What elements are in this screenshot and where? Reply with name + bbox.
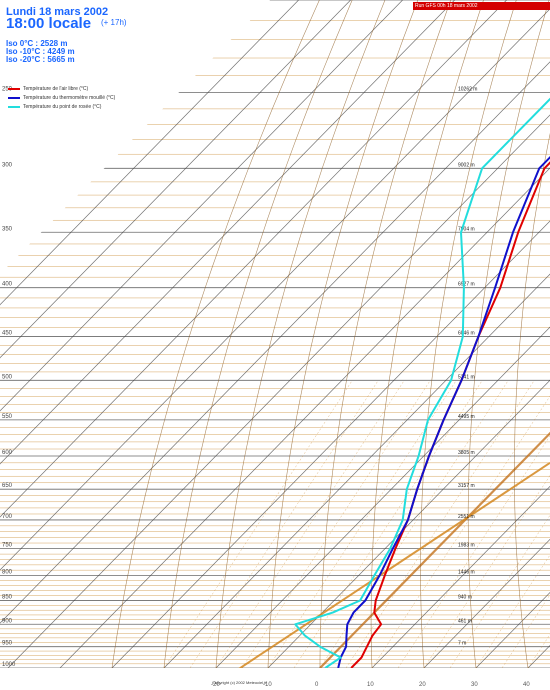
height-label: 2551 m xyxy=(458,514,475,520)
isotherm-line xyxy=(0,0,299,668)
pressure-tick-label: 450 xyxy=(2,331,13,337)
time-offset: (+ 17h) xyxy=(101,18,127,27)
pressure-tick-label: 500 xyxy=(2,374,13,380)
temp-tick-label: -20 xyxy=(211,682,220,688)
temp-tick-label: -10 xyxy=(263,682,272,688)
isotherm-line xyxy=(59,0,550,668)
isotherm-line xyxy=(267,0,550,668)
height-label: 3805 m xyxy=(458,450,475,456)
iso-zero-label: Iso 0°C : 2528 m xyxy=(6,39,68,48)
pressure-tick-label: 850 xyxy=(2,595,13,601)
copyright-text: Copyright (c) 2002 Meteociel.fr xyxy=(212,680,267,685)
temp-tick-label: 40 xyxy=(523,682,530,688)
isotherm-line xyxy=(111,0,550,668)
mixing-ratio-line xyxy=(449,380,550,668)
mixing-ratio-line xyxy=(423,380,550,668)
pressure-tick-label: 1000 xyxy=(2,662,16,668)
pressure-tick-label: 950 xyxy=(2,641,13,647)
height-label: 3157 m xyxy=(458,483,475,489)
series-line xyxy=(337,0,550,668)
height-label: 7904 m xyxy=(458,226,475,232)
isotherm-line xyxy=(7,0,550,668)
height-label: 5241 m xyxy=(458,374,475,380)
temp-tick-label: 0 xyxy=(315,682,319,688)
mixing-ratio-line xyxy=(397,380,550,668)
iso-minus10-label: Iso -10°C : 4249 m xyxy=(6,47,75,56)
dry-adiabat xyxy=(215,0,386,668)
pressure-tick-label: 400 xyxy=(2,282,13,288)
temp-tick-label: 10 xyxy=(367,682,374,688)
pressure-tick-label: 650 xyxy=(2,483,13,489)
height-label: 940 m xyxy=(458,595,472,601)
temp-tick-label: 20 xyxy=(419,682,426,688)
isotherm-line xyxy=(0,0,550,668)
legend-dew-point: Température du point de rosée (°C) xyxy=(8,104,101,110)
height-label: 7 m xyxy=(458,641,466,647)
dry-adiabat xyxy=(267,0,419,668)
pressure-tick-label: 700 xyxy=(2,514,13,520)
isotherm-line xyxy=(163,0,550,668)
isotherm-line xyxy=(319,0,550,668)
mixing-ratio-line xyxy=(241,380,431,668)
isotherm-line xyxy=(0,0,351,668)
pressure-tick-label: 900 xyxy=(2,618,13,624)
pressure-tick-label: 350 xyxy=(2,226,13,232)
mixing-ratio-line xyxy=(475,380,550,668)
isotherm-line xyxy=(0,0,507,668)
dry-adiabat xyxy=(111,0,320,668)
height-label: 10262 m xyxy=(458,87,477,93)
legend-swatch-cyan xyxy=(8,105,20,108)
pressure-tick-label: 300 xyxy=(2,162,13,168)
legend-air-temp: Température de l'air libre (°C) xyxy=(8,86,88,92)
legend-swatch-blue xyxy=(8,96,20,99)
series-line xyxy=(350,0,550,668)
date-title: Lundi 18 mars 2002 xyxy=(6,6,109,18)
height-label: 6927 m xyxy=(458,282,475,288)
pressure-tick-label: 600 xyxy=(2,450,13,456)
mixing-ratio-line xyxy=(527,380,550,668)
isotherm-line xyxy=(0,0,455,668)
temp-tick-label: 30 xyxy=(471,682,478,688)
pressure-tick-label: 750 xyxy=(2,543,13,549)
run-info-bar: Run GFS 00h 18 mars 2002 xyxy=(413,2,550,10)
dry-adiabat xyxy=(420,0,517,668)
dry-adiabat xyxy=(467,0,550,668)
iso-minus20-label: Iso -20°C : 5665 m xyxy=(6,55,75,64)
height-label: 461 m xyxy=(458,618,472,624)
isotherm-line xyxy=(423,0,550,668)
height-label: 6046 m xyxy=(458,331,475,337)
dry-adiabat xyxy=(163,0,353,668)
isotherm-line xyxy=(215,0,550,668)
mixing-ratio-line xyxy=(267,380,457,668)
legend-label: Température du point de rosée (°C) xyxy=(23,104,102,110)
mixing-ratio-line xyxy=(163,380,353,668)
dry-adiabat xyxy=(514,0,550,668)
mixing-ratio-line xyxy=(293,380,483,668)
pressure-tick-label: 800 xyxy=(2,569,13,575)
legend-swatch-red xyxy=(8,87,20,90)
pressure-tick-label: 550 xyxy=(2,414,13,420)
isotherm-line xyxy=(371,0,550,668)
isotherm-line xyxy=(0,0,403,668)
height-label: 1983 m xyxy=(458,543,475,549)
height-label: 1446 m xyxy=(458,569,475,575)
series-line xyxy=(294,0,550,668)
mixing-ratio-line xyxy=(371,380,550,668)
mixing-ratio-line xyxy=(501,380,550,668)
height-label: 4495 m xyxy=(458,414,475,420)
mixing-ratio-line xyxy=(345,380,535,668)
mixing-ratio-line xyxy=(189,380,379,668)
legend-label: Température de l'air libre (°C) xyxy=(23,86,89,92)
dry-adiabat xyxy=(319,0,451,668)
mixing-ratio-line xyxy=(319,380,509,668)
height-label: 9002 m xyxy=(458,162,475,168)
mixing-ratio-line xyxy=(215,380,405,668)
dry-adiabat xyxy=(370,0,484,668)
pressure-tick-label: 250 xyxy=(2,87,13,93)
legend-wet-bulb: Température du thermomètre mouillé (°C) xyxy=(8,95,115,101)
time-title: 18:00 locale xyxy=(6,15,92,32)
legend-label: Température du thermomètre mouillé (°C) xyxy=(23,95,116,101)
isotherm-line xyxy=(527,0,550,668)
